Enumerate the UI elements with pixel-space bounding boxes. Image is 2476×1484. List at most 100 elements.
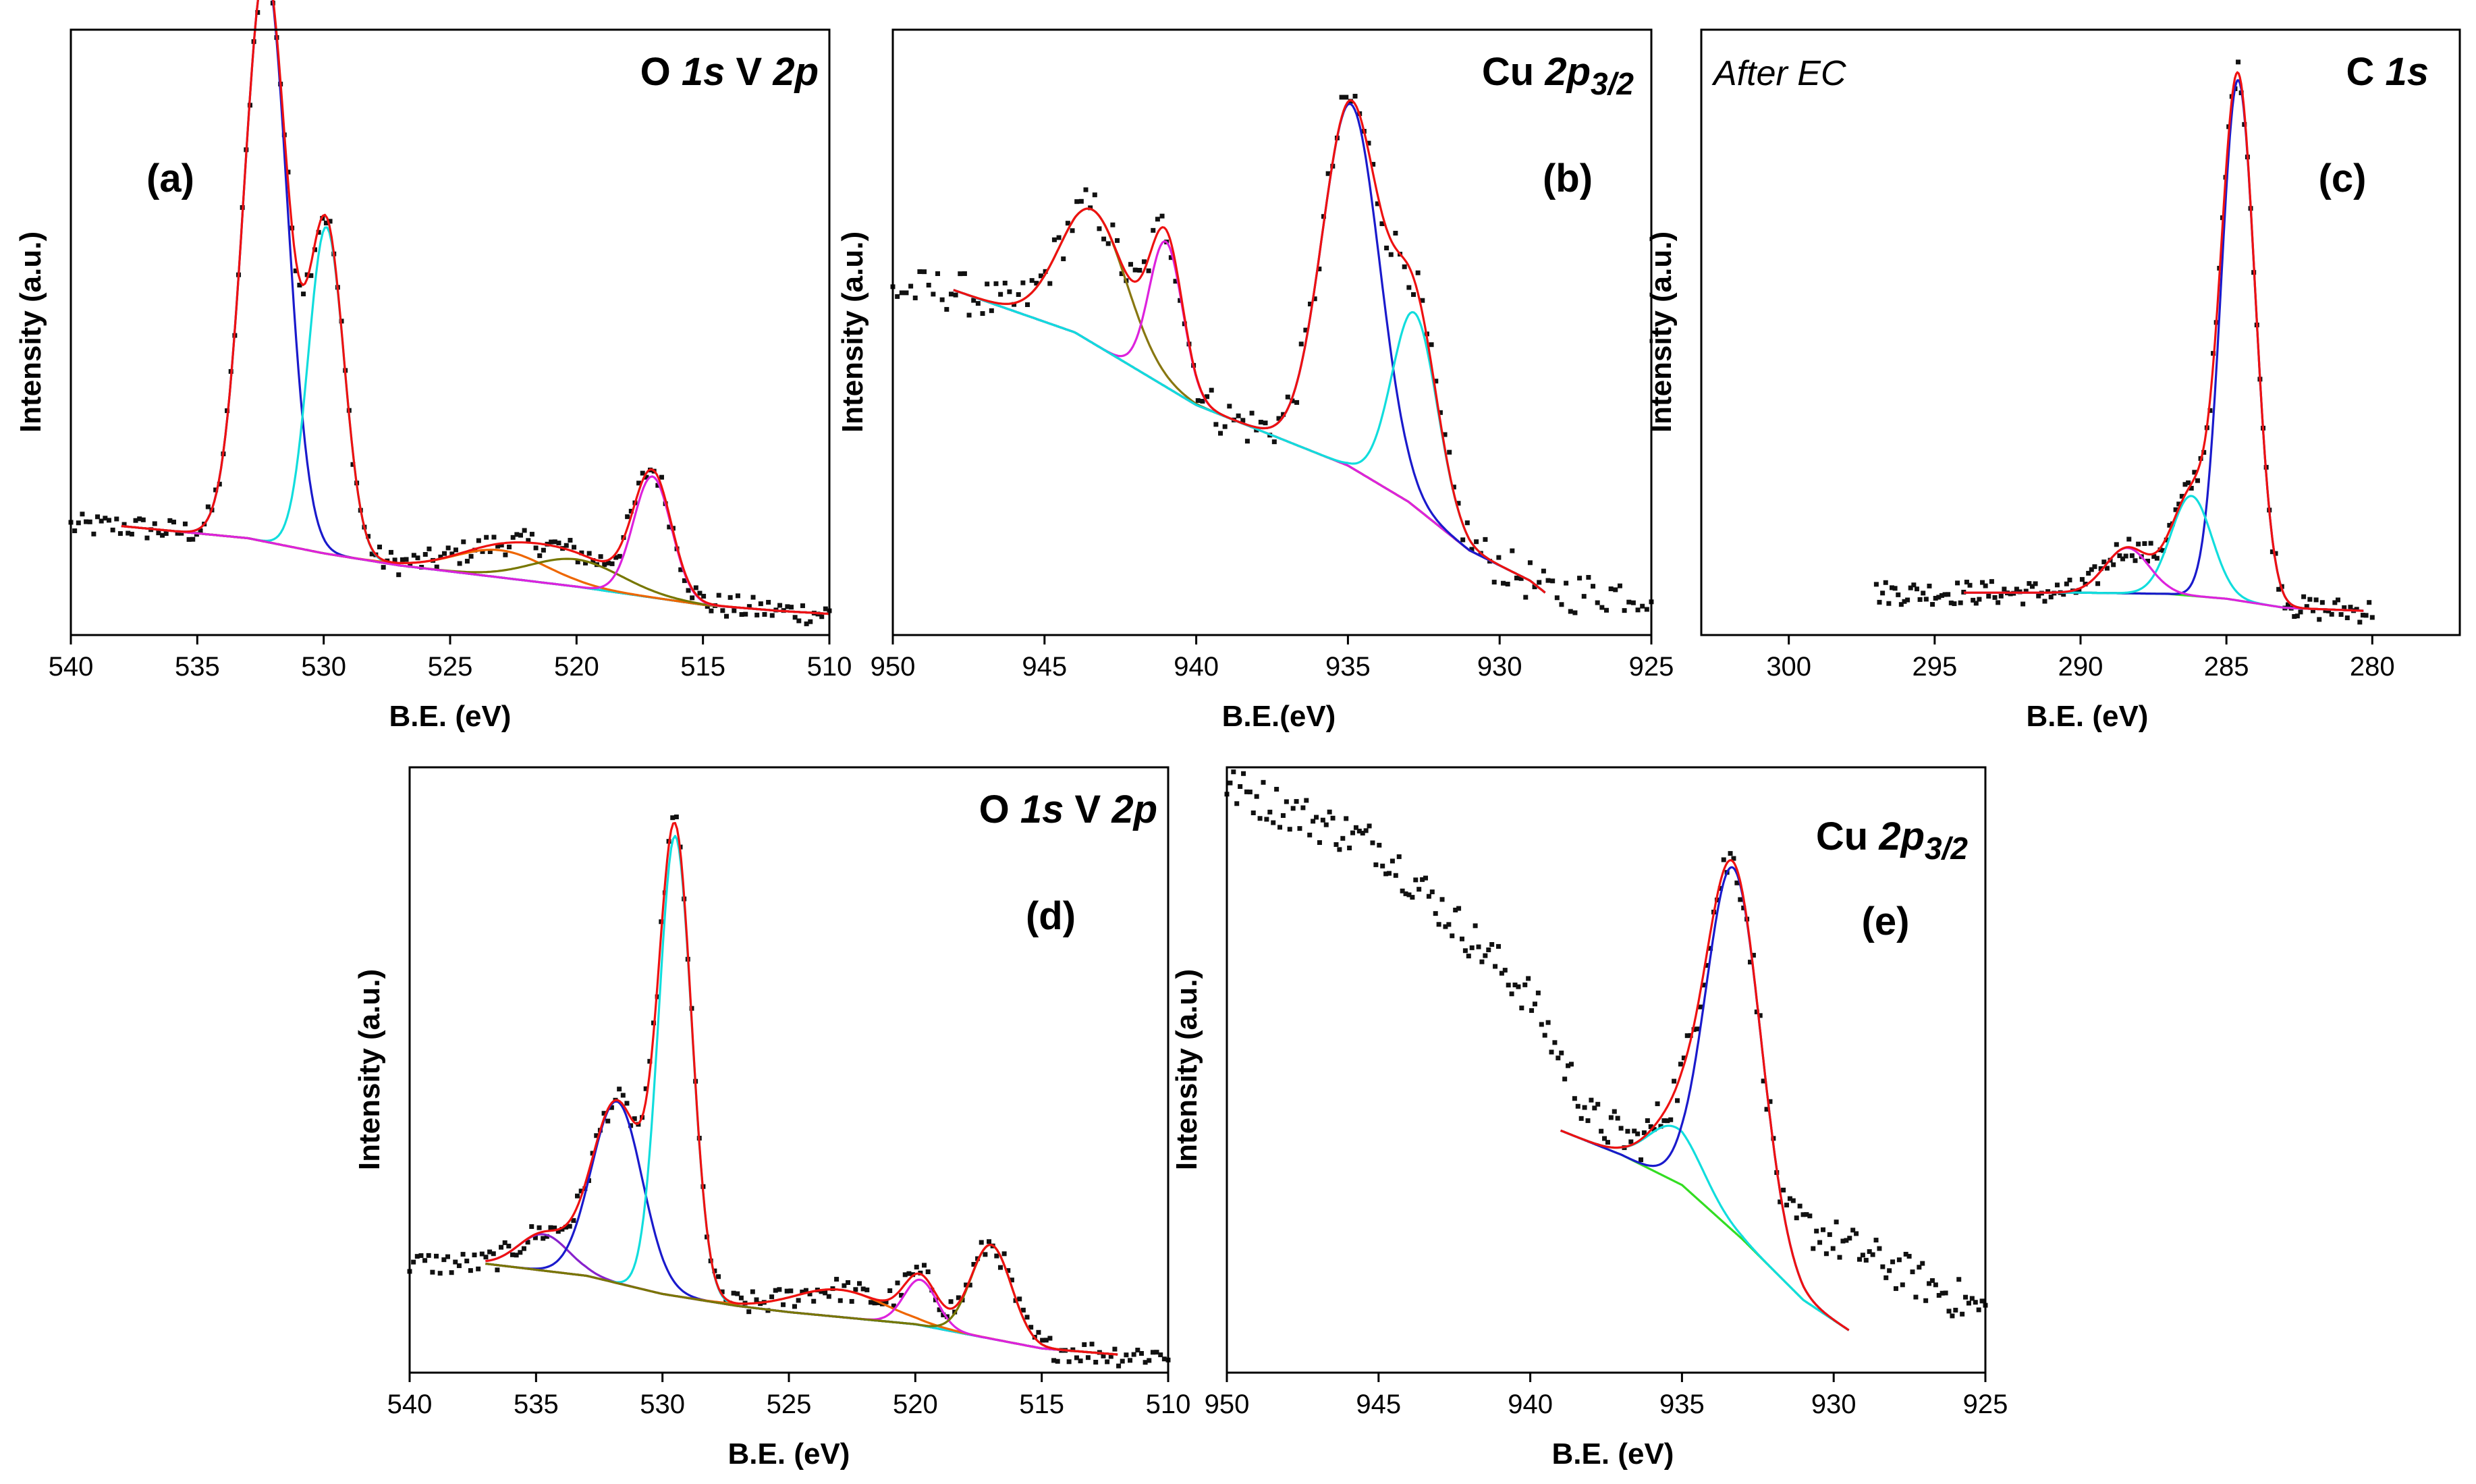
data-point (1339, 94, 1344, 100)
data-point (1366, 140, 1371, 146)
data-point (643, 1086, 649, 1091)
data-point (1827, 1232, 1832, 1237)
data-point (106, 518, 111, 523)
data-point (1433, 379, 1439, 384)
data-point (1501, 580, 1506, 586)
data-point (1708, 945, 1713, 951)
data-point (1535, 990, 1541, 995)
data-point (549, 539, 554, 545)
data-point (1900, 1282, 1905, 1288)
data-point (453, 547, 458, 553)
raw-data-points (1224, 769, 1988, 1319)
data-point (2335, 597, 2340, 603)
x-axis-title-a: B.E. (eV) (389, 700, 512, 733)
data-point (2342, 605, 2347, 610)
data-point (1325, 171, 1331, 176)
data-point (1834, 1219, 1839, 1225)
data-point (1956, 1277, 1962, 1282)
data-point (2298, 609, 2303, 615)
data-point (1240, 418, 1246, 423)
data-point (1898, 602, 1904, 607)
data-point (1998, 593, 2004, 599)
fit-curve-v-2p1-2-satellite-523-ev (121, 524, 830, 615)
data-point (1942, 592, 1948, 597)
data-point (1890, 1259, 1896, 1265)
data-point (1930, 602, 1935, 607)
data-point (1426, 894, 1431, 899)
data-point (1384, 245, 1390, 250)
data-point (2027, 581, 2032, 586)
data-point (738, 1295, 744, 1300)
data-point (2048, 595, 2054, 600)
data-point (1545, 1020, 1551, 1025)
data-point (1672, 1078, 1677, 1084)
data-point (152, 521, 157, 526)
data-point (837, 1298, 843, 1303)
data-point (571, 1218, 576, 1224)
data-point (895, 294, 900, 299)
data-point (2167, 522, 2172, 528)
data-point (682, 578, 687, 583)
data-point (925, 1269, 931, 1275)
data-point (472, 1253, 477, 1258)
data-point (2101, 559, 2107, 565)
data-point (1089, 1342, 1095, 1347)
data-point (1499, 970, 1504, 976)
data-point (472, 547, 478, 553)
data-point (76, 520, 81, 526)
data-point (1599, 605, 1605, 610)
data-point (1658, 1124, 1663, 1129)
data-point (1933, 595, 1938, 601)
data-point (1413, 877, 1419, 883)
data-point (529, 1224, 534, 1230)
data-point (140, 517, 146, 522)
data-point (1927, 583, 1932, 588)
data-point (953, 292, 958, 298)
data-point (1556, 1055, 1561, 1061)
data-point (819, 1289, 824, 1294)
data-point (1564, 580, 1569, 586)
data-point (792, 615, 798, 620)
data-point (1585, 1118, 1591, 1124)
data-point (690, 595, 695, 601)
data-point (2145, 558, 2151, 564)
data-point (2317, 617, 2322, 622)
data-point (1333, 842, 1339, 847)
data-point (908, 283, 914, 289)
data-point (709, 608, 714, 613)
data-point (1400, 888, 1405, 894)
data-point (731, 1290, 736, 1296)
axes-frame-d (408, 766, 1170, 1374)
data-point (1155, 217, 1160, 222)
data-point (926, 282, 931, 287)
data-point (980, 311, 985, 317)
axes-frame-c (1700, 28, 2461, 636)
data-point (2369, 615, 2375, 620)
data-point (1917, 597, 1923, 602)
data-point (1350, 830, 1356, 835)
data-point (754, 612, 760, 617)
data-point (842, 1283, 847, 1288)
data-point (1992, 595, 1998, 600)
data-point (1952, 601, 1957, 607)
data-point (323, 220, 329, 225)
data-point (1371, 161, 1376, 167)
data-point (1474, 539, 1479, 545)
data-point (1837, 1255, 1842, 1260)
data-point (1681, 1055, 1686, 1061)
data-point (1491, 580, 1497, 585)
data-point (316, 229, 321, 235)
data-point (1284, 799, 1289, 804)
data-point (1948, 600, 1954, 605)
data-point (1443, 924, 1448, 929)
data-point (1625, 1128, 1630, 1134)
data-point (2061, 592, 2066, 597)
data-point (1070, 1347, 1076, 1352)
data-point (1423, 875, 1428, 881)
data-point (1061, 256, 1066, 262)
data-point (388, 549, 393, 555)
data-point (1403, 891, 1408, 896)
data-point (579, 550, 584, 555)
data-point (1591, 584, 1596, 589)
